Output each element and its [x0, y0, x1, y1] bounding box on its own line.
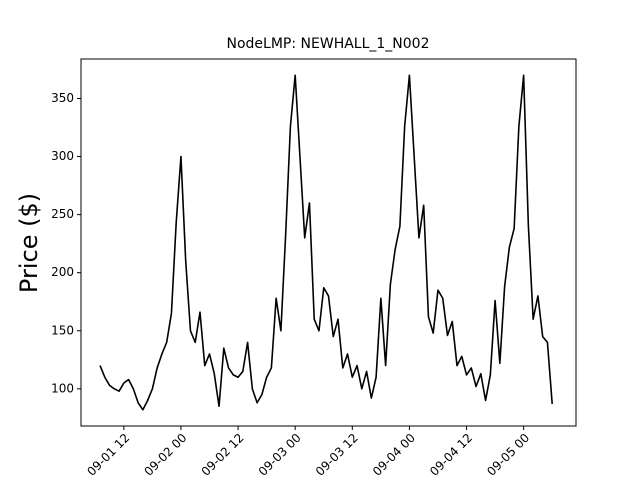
- x-tick-label: 09-03 12: [313, 431, 361, 479]
- x-tick-label: 09-02 00: [141, 431, 189, 479]
- axes-frame: [80, 58, 577, 427]
- chart-title: NodeLMP: NEWHALL_1_N002: [227, 36, 430, 52]
- x-tick-label: 09-01 12: [84, 431, 132, 479]
- y-tick-label: 350: [51, 91, 74, 105]
- x-tick-label: 09-02 12: [199, 431, 247, 479]
- y-axis-label: Price ($): [15, 193, 43, 293]
- x-tick-label: 09-04 00: [370, 431, 418, 479]
- y-tick-label: 200: [51, 265, 74, 279]
- y-tick-label: 100: [51, 381, 74, 395]
- y-tick-label: 300: [51, 149, 74, 163]
- x-tick-label: 09-03 00: [256, 431, 304, 479]
- y-tick-label: 250: [51, 207, 74, 221]
- x-tick-label: 09-04 12: [427, 431, 475, 479]
- x-tick-label: 09-05 00: [484, 431, 532, 479]
- price-line: [99, 74, 553, 411]
- y-tick-label: 150: [51, 323, 74, 337]
